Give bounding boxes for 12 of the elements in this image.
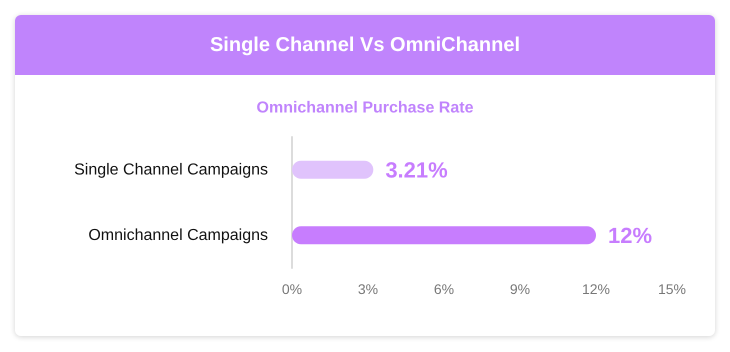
x-tick-label: 15% [658, 281, 686, 297]
y-tick-label: Omnichannel Campaigns [88, 226, 268, 244]
data-label: 12% [608, 222, 652, 248]
x-tick-label: 9% [510, 281, 530, 297]
x-tick-label: 6% [434, 281, 454, 297]
x-tick-label: 12% [582, 281, 610, 297]
x-tick-label: 3% [358, 281, 378, 297]
chart-title: Single Channel Vs OmniChannel [15, 15, 715, 75]
chart-subtitle: Omnichannel Purchase Rate [256, 100, 474, 116]
y-tick-label: Single Channel Campaigns [74, 161, 268, 178]
x-tick-label: 0% [282, 281, 302, 297]
data-label: 3.21% [385, 157, 448, 182]
